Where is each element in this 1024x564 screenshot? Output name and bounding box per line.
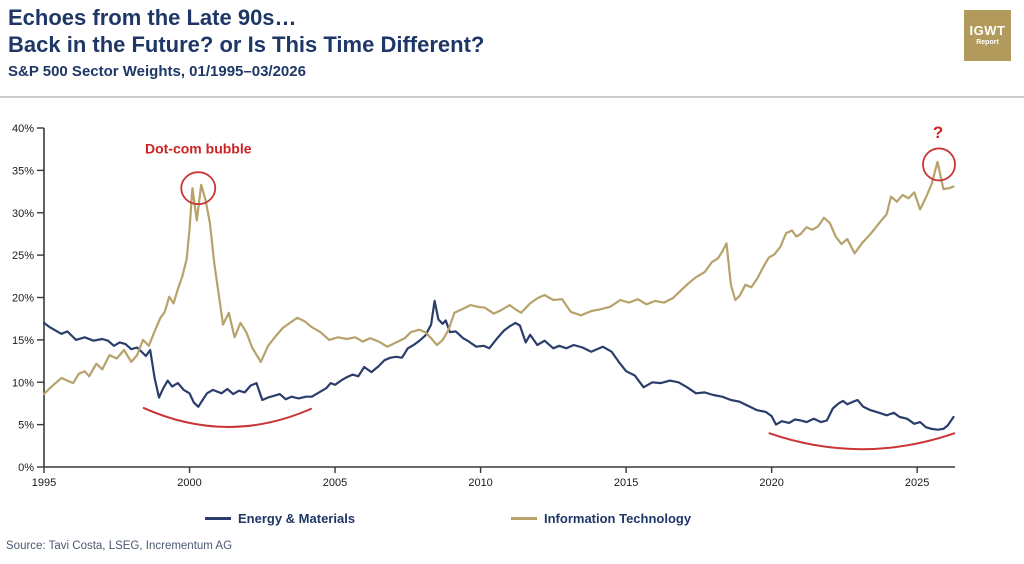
y-axis-tick-label: 10%: [12, 377, 34, 389]
y-axis-tick-label: 30%: [12, 208, 34, 220]
y-axis-tick-label: 20%: [12, 293, 34, 305]
y-axis-tick-label: 0%: [18, 462, 34, 474]
trough-annotation-arc-2: [768, 432, 956, 451]
x-axis-tick-label: 2015: [614, 477, 638, 489]
x-axis-tick-label: 2000: [177, 477, 201, 489]
igwt-report-logo: IGWT Report: [964, 10, 1011, 61]
legend-item-information-technology: Information Technology: [511, 507, 691, 529]
header-divider: [0, 96, 1024, 98]
question-mark-annotation: ?: [933, 123, 943, 142]
energy-materials-series-line: [42, 299, 955, 431]
page-title: Echoes from the Late 90s… Back in the Fu…: [8, 4, 484, 58]
x-axis-tick-label: 2010: [468, 477, 492, 489]
logo-text-report: Report: [976, 39, 999, 46]
title-line-2: Back in the Future? or Is This Time Diff…: [8, 32, 485, 57]
legend-item-energy-materials: Energy & Materials: [205, 507, 355, 529]
peak-annotation-circle-1: [180, 171, 217, 206]
y-axis-tick-label: 15%: [12, 335, 34, 347]
x-axis-tick-label: 1995: [32, 477, 56, 489]
trough-annotation-arc-1: [142, 406, 313, 428]
dot-com-bubble-annotation: Dot-com bubble: [145, 140, 252, 156]
y-axis-tick-label: 35%: [12, 165, 34, 177]
chart-subtitle: S&P 500 Sector Weights, 01/1995–03/2026: [8, 63, 306, 80]
legend-label-energy-materials: Energy & Materials: [238, 510, 356, 526]
y-axis-tick-label: 40%: [12, 123, 34, 135]
x-axis-tick-label: 2025: [905, 477, 929, 489]
sector-weights-chart: 0% 5% 10% 15% 20% 25% 30% 35% 40% 1995 2000 2005 201…: [12, 123, 956, 489]
information-technology-series-line: [42, 160, 955, 396]
peak-annotation-circle-2: [922, 147, 956, 182]
logo-text-igwt: IGWT: [969, 23, 1006, 38]
information-technology-line-swatch: [511, 516, 537, 520]
energy-materials-line-swatch: [205, 516, 231, 520]
legend-label-information-technology: Information Technology: [544, 510, 692, 526]
x-axis-tick-label: 2005: [323, 477, 347, 489]
chart-legend: Energy & Materials Information Technolog…: [0, 507, 1024, 529]
y-axis-tick-label: 5%: [18, 420, 34, 432]
source-note: Source: Tavi Costa, LSEG, Incrementum AG: [6, 540, 233, 552]
title-line-1: Echoes from the Late 90s…: [8, 5, 297, 30]
x-axis-tick-label: 2020: [759, 477, 783, 489]
y-axis-tick-label: 25%: [12, 250, 34, 262]
